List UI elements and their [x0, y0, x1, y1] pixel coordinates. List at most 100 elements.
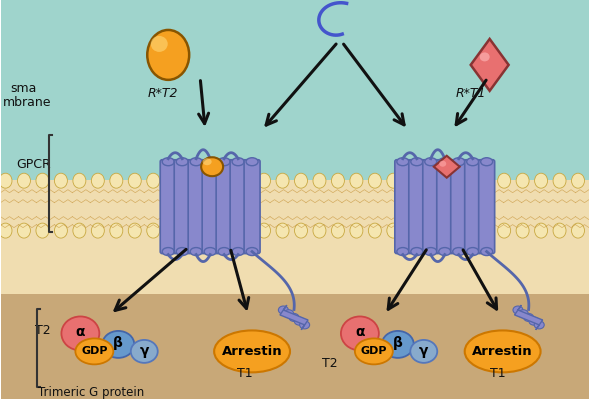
- Ellipse shape: [131, 340, 158, 363]
- Ellipse shape: [276, 173, 289, 188]
- Ellipse shape: [128, 173, 141, 188]
- Text: T2: T2: [35, 324, 51, 338]
- Ellipse shape: [497, 173, 510, 188]
- Text: GDP: GDP: [360, 346, 387, 356]
- Ellipse shape: [276, 223, 289, 238]
- Ellipse shape: [289, 314, 299, 322]
- Ellipse shape: [332, 223, 345, 238]
- Ellipse shape: [148, 30, 189, 80]
- Ellipse shape: [523, 314, 533, 322]
- Ellipse shape: [313, 223, 326, 238]
- Ellipse shape: [368, 223, 381, 238]
- Ellipse shape: [0, 223, 12, 238]
- Ellipse shape: [480, 52, 490, 61]
- Ellipse shape: [387, 223, 400, 238]
- FancyBboxPatch shape: [244, 160, 260, 254]
- Polygon shape: [280, 305, 308, 330]
- Ellipse shape: [128, 223, 141, 238]
- Text: γ: γ: [419, 344, 428, 358]
- Ellipse shape: [467, 158, 478, 166]
- Text: T1: T1: [237, 367, 253, 380]
- Ellipse shape: [176, 158, 188, 166]
- FancyBboxPatch shape: [174, 160, 190, 254]
- Ellipse shape: [162, 248, 174, 256]
- Ellipse shape: [0, 173, 12, 188]
- Ellipse shape: [410, 340, 437, 363]
- Ellipse shape: [147, 173, 160, 188]
- Ellipse shape: [91, 223, 104, 238]
- FancyBboxPatch shape: [451, 160, 467, 254]
- Ellipse shape: [232, 248, 244, 256]
- Ellipse shape: [61, 316, 99, 350]
- Ellipse shape: [516, 223, 529, 238]
- Ellipse shape: [481, 158, 493, 166]
- Text: R*T1: R*T1: [455, 87, 486, 100]
- Ellipse shape: [147, 223, 160, 238]
- Polygon shape: [434, 156, 460, 178]
- Text: β: β: [113, 336, 123, 350]
- Ellipse shape: [278, 306, 289, 314]
- FancyBboxPatch shape: [437, 160, 453, 254]
- Ellipse shape: [382, 331, 414, 358]
- Ellipse shape: [190, 248, 202, 256]
- Ellipse shape: [76, 338, 113, 364]
- Ellipse shape: [246, 248, 258, 256]
- Ellipse shape: [162, 158, 174, 166]
- Text: T1: T1: [490, 367, 505, 380]
- Text: sma: sma: [11, 82, 37, 95]
- Ellipse shape: [535, 173, 548, 188]
- FancyBboxPatch shape: [465, 160, 481, 254]
- Ellipse shape: [397, 158, 409, 166]
- Ellipse shape: [535, 223, 548, 238]
- Ellipse shape: [36, 173, 49, 188]
- Ellipse shape: [453, 248, 465, 256]
- FancyBboxPatch shape: [409, 160, 425, 254]
- Ellipse shape: [467, 248, 478, 256]
- Ellipse shape: [54, 223, 67, 238]
- Ellipse shape: [497, 223, 510, 238]
- Text: α: α: [76, 326, 85, 340]
- Ellipse shape: [424, 173, 437, 188]
- Ellipse shape: [529, 317, 539, 325]
- Ellipse shape: [204, 158, 216, 166]
- Text: Arrestin: Arrestin: [473, 345, 533, 358]
- Ellipse shape: [151, 36, 168, 52]
- Ellipse shape: [425, 158, 437, 166]
- Ellipse shape: [479, 223, 492, 238]
- Ellipse shape: [387, 173, 400, 188]
- FancyBboxPatch shape: [188, 160, 204, 254]
- Ellipse shape: [36, 223, 49, 238]
- Polygon shape: [471, 39, 509, 91]
- Ellipse shape: [218, 248, 230, 256]
- Ellipse shape: [165, 223, 178, 238]
- Ellipse shape: [183, 173, 196, 188]
- FancyBboxPatch shape: [423, 160, 439, 254]
- FancyBboxPatch shape: [478, 160, 494, 254]
- Ellipse shape: [397, 248, 409, 256]
- Ellipse shape: [176, 248, 188, 256]
- Ellipse shape: [425, 248, 437, 256]
- Ellipse shape: [102, 331, 135, 358]
- FancyBboxPatch shape: [160, 160, 176, 254]
- FancyBboxPatch shape: [230, 160, 246, 254]
- Ellipse shape: [202, 158, 212, 165]
- Ellipse shape: [204, 248, 216, 256]
- Ellipse shape: [183, 223, 196, 238]
- Ellipse shape: [461, 173, 474, 188]
- Ellipse shape: [54, 173, 67, 188]
- Text: mbrane: mbrane: [2, 96, 51, 109]
- Ellipse shape: [479, 173, 492, 188]
- Ellipse shape: [313, 173, 326, 188]
- Text: GPCR: GPCR: [17, 158, 51, 171]
- Ellipse shape: [284, 310, 294, 318]
- Ellipse shape: [258, 223, 271, 238]
- Ellipse shape: [18, 173, 31, 188]
- Ellipse shape: [439, 158, 451, 166]
- Text: Trimeric G protein: Trimeric G protein: [38, 386, 145, 399]
- Ellipse shape: [294, 223, 307, 238]
- Text: R*T2: R*T2: [148, 87, 178, 100]
- Ellipse shape: [258, 173, 271, 188]
- Ellipse shape: [572, 173, 585, 188]
- Ellipse shape: [405, 223, 418, 238]
- FancyBboxPatch shape: [395, 160, 411, 254]
